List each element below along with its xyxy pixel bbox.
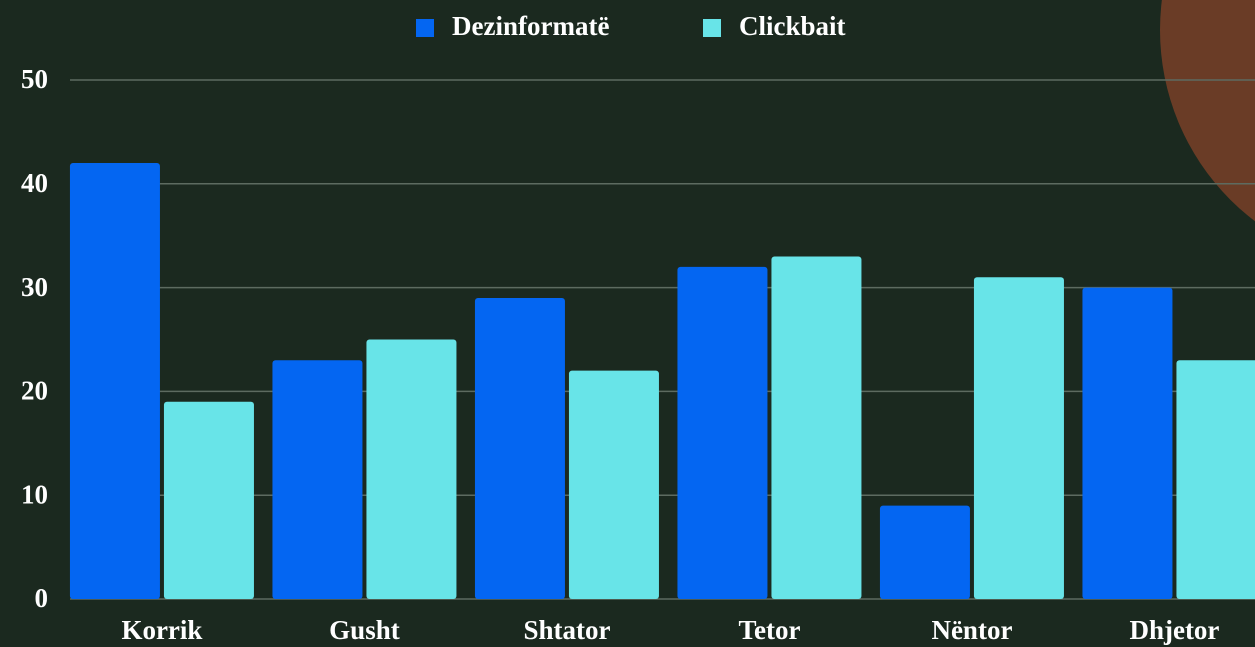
bar [1082, 287, 1173, 599]
x-tick-label: Nëntor [931, 615, 1012, 645]
bar [568, 370, 659, 599]
y-tick-label: 30 [21, 272, 48, 302]
y-tick-label: 20 [21, 376, 48, 406]
y-tick-label: 40 [21, 168, 48, 198]
bar [973, 277, 1064, 599]
x-tick-label: Tetor [738, 615, 800, 645]
bar [163, 401, 254, 599]
x-tick-label: Shtator [523, 615, 610, 645]
bar [1176, 360, 1255, 599]
decor-circle [1160, 0, 1255, 222]
legend-label: Clickbait [739, 11, 846, 41]
bar [474, 297, 565, 599]
bar [677, 266, 768, 599]
legend-swatch [416, 19, 434, 37]
legend-swatch [703, 19, 721, 37]
bar [879, 505, 970, 599]
bar [272, 360, 363, 599]
legend-label: Dezinformatë [452, 11, 609, 41]
bar [771, 256, 862, 599]
y-tick-label: 50 [21, 64, 48, 94]
y-tick-label: 0 [35, 583, 49, 613]
x-tick-label: Gusht [329, 615, 400, 645]
y-tick-label: 10 [21, 479, 48, 509]
bar [69, 163, 160, 600]
bar [366, 339, 457, 599]
x-tick-label: Korrik [121, 615, 202, 645]
x-tick-label: Dhjetor [1129, 615, 1219, 645]
